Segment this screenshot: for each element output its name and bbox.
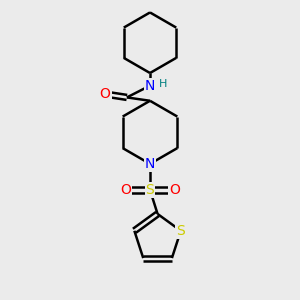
Text: O: O xyxy=(100,87,110,101)
Text: H: H xyxy=(159,79,168,88)
Text: O: O xyxy=(169,183,180,197)
Text: N: N xyxy=(145,157,155,171)
Text: N: N xyxy=(145,79,155,93)
Text: S: S xyxy=(146,183,154,197)
Text: S: S xyxy=(176,224,185,238)
Text: O: O xyxy=(120,183,131,197)
